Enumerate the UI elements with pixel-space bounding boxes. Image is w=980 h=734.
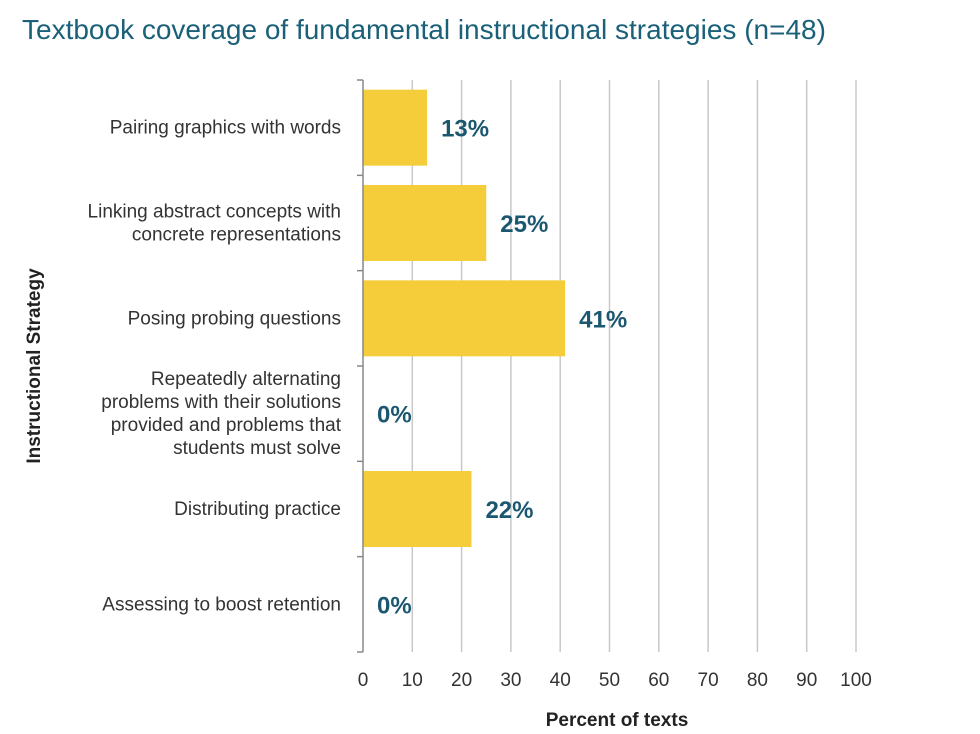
category-label-line: students must solve [173, 438, 341, 459]
category-label: Assessing to boost retention [102, 594, 341, 615]
category-label-line: Pairing graphics with words [110, 118, 341, 139]
x-tick-label: 40 [550, 670, 571, 691]
x-tick-label: 20 [451, 670, 472, 691]
x-axis-title: Percent of texts [546, 710, 689, 731]
x-tick-label: 70 [698, 670, 719, 691]
data-label: 13% [441, 116, 489, 143]
x-tick-label: 30 [500, 670, 521, 691]
chart-title: Textbook coverage of fundamental instruc… [22, 14, 826, 45]
category-label-line: Posing probing questions [128, 308, 341, 329]
x-tick-label: 100 [840, 670, 872, 691]
x-tick-label: 50 [599, 670, 620, 691]
bar [363, 471, 472, 547]
bar [363, 89, 428, 166]
x-tick-label: 60 [648, 670, 669, 691]
data-label: 22% [485, 497, 533, 524]
x-tick-label: 0 [358, 670, 369, 691]
category-label-line: Distributing practice [174, 499, 341, 520]
x-tick-label: 90 [796, 670, 817, 691]
category-label-line: Assessing to boost retention [102, 594, 341, 615]
gridlines [411, 80, 857, 652]
category-label-line: problems with their solutions [101, 392, 341, 413]
category-label: Distributing practice [174, 499, 341, 520]
axes [357, 79, 364, 653]
category-label: Repeatedly alternating problems with thei… [101, 369, 341, 459]
data-label: 25% [500, 211, 548, 238]
bar [363, 280, 566, 357]
category-label-line: concrete representations [132, 225, 341, 246]
category-label-line: provided and problems that [111, 415, 342, 436]
data-label: 0% [377, 592, 412, 619]
bar [363, 185, 487, 261]
data-label: 41% [579, 306, 627, 333]
category-label: Pairing graphics with words [110, 118, 341, 139]
category-label: Posing probing questions [128, 308, 341, 329]
data-label: 0% [377, 402, 412, 429]
category-label-line: Repeatedly alternating [151, 369, 341, 390]
category-label-line: Linking abstract concepts with [88, 202, 341, 223]
bars [363, 89, 566, 547]
category-label: Linking abstract concepts with concrete r… [88, 202, 341, 246]
y-axis-title: Instructional Strategy [24, 268, 45, 464]
x-tick-label: 80 [747, 670, 768, 691]
x-tick-label: 10 [402, 670, 423, 691]
labels: 0 10 20 30 40 50 60 70 80 90 100 13% Pairing graphic… [88, 116, 872, 691]
